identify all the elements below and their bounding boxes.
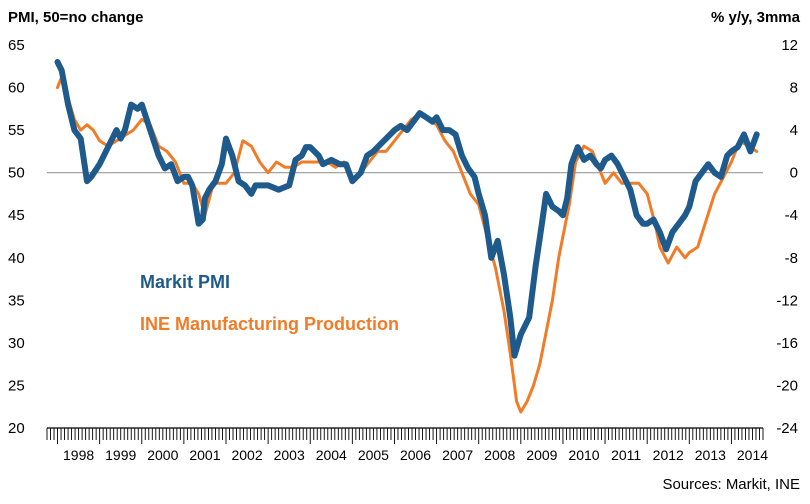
right-tick-label: -8 — [785, 250, 798, 267]
year-tick-label: 2012 — [653, 447, 684, 463]
series-line-markit-pmi — [54, 59, 760, 359]
left-y-axis: 65 60 55 50 45 40 35 30 25 20 — [8, 37, 25, 437]
year-tick-label: 2005 — [358, 447, 389, 463]
right-tick-label: -4 — [785, 207, 798, 224]
year-tick-label: 1999 — [105, 447, 136, 463]
year-tick-label: 2013 — [695, 447, 726, 463]
right-tick-label: -12 — [776, 292, 798, 309]
left-tick-label: 55 — [8, 122, 25, 139]
year-tick-label: 2000 — [147, 447, 178, 463]
year-tick-label: 2002 — [231, 447, 262, 463]
left-tick-label: 30 — [8, 335, 25, 352]
year-tick-label: 2009 — [526, 447, 557, 463]
legend-ine-manufacturing-production: INE Manufacturing Production — [140, 314, 399, 334]
left-tick-label: 65 — [8, 37, 25, 54]
year-tick-label: 2011 — [611, 447, 641, 463]
right-y-axis: 12 8 4 0 -4 -8 -12 -16 -20 -24 — [776, 37, 798, 437]
right-axis-title: % y/y, 3mma — [711, 9, 801, 26]
legend-markit-pmi: Markit PMI — [140, 272, 230, 292]
left-tick-label: 50 — [8, 165, 25, 182]
x-axis-ticks — [46, 428, 764, 444]
right-tick-label: -24 — [776, 420, 798, 437]
year-tick-label: 2008 — [484, 447, 515, 463]
right-tick-label: 12 — [781, 37, 798, 54]
year-tick-label: 2007 — [442, 447, 473, 463]
year-tick-label: 1998 — [63, 447, 94, 463]
left-tick-label: 45 — [8, 207, 25, 224]
year-tick-label: 2006 — [400, 447, 431, 463]
left-tick-label: 20 — [8, 420, 25, 437]
left-tick-label: 60 — [8, 80, 25, 97]
left-tick-label: 35 — [8, 292, 25, 309]
right-tick-label: -16 — [776, 335, 798, 352]
right-tick-label: 0 — [790, 165, 798, 182]
right-tick-label: 8 — [790, 80, 798, 97]
right-tick-label: -20 — [776, 377, 798, 394]
left-tick-label: 25 — [8, 377, 25, 394]
left-tick-label: 40 — [8, 250, 25, 267]
left-axis-title: PMI, 50=no change — [8, 9, 143, 26]
source-note: Sources: Markit, INE — [662, 476, 800, 493]
year-tick-label: 2004 — [316, 447, 347, 463]
year-tick-label: 2003 — [274, 447, 305, 463]
year-tick-label: 2001 — [189, 447, 220, 463]
year-tick-label: 2010 — [568, 447, 599, 463]
right-tick-label: 4 — [790, 122, 798, 139]
year-tick-label: 2014 — [737, 447, 768, 463]
x-axis: 1998 1999 2000 2001 2002 2003 2004 2005 2006 2007… — [46, 427, 768, 463]
